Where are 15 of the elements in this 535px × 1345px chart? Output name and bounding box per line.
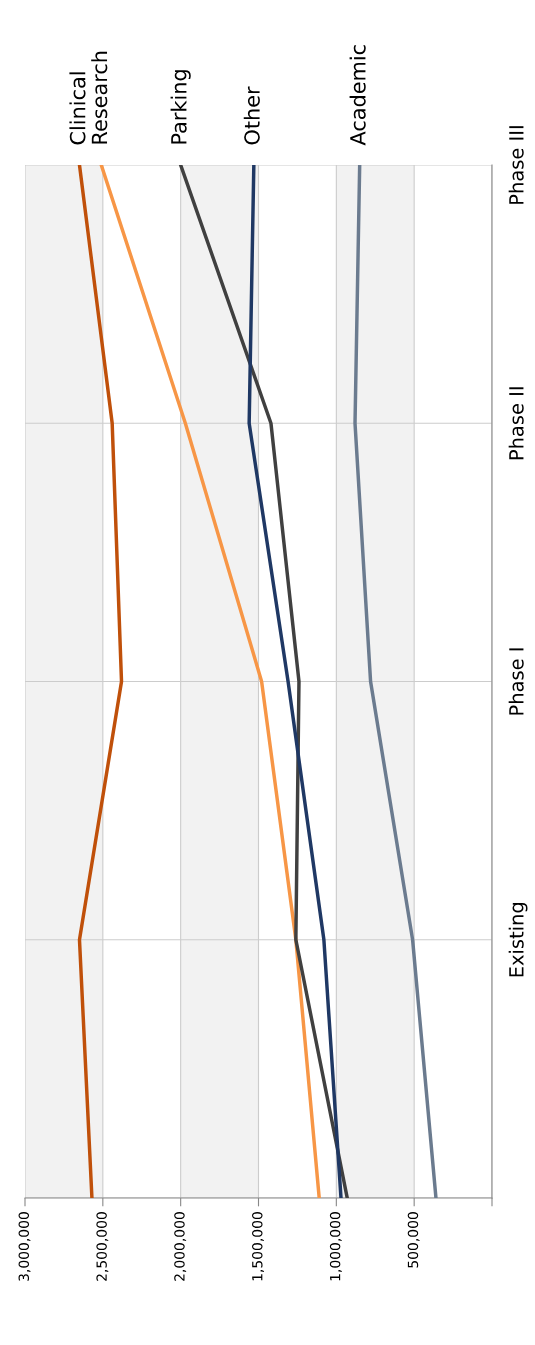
text: Parking — [170, 70, 191, 144]
x-tick-label: 2,000,000 — [174, 1212, 187, 1281]
x-tick-label: 2,500,000 — [96, 1212, 109, 1281]
text: Other — [243, 86, 260, 145]
text: Research — [91, 51, 108, 144]
y-tick-label: Existing — [508, 903, 528, 977]
text: Clinical — [69, 72, 86, 145]
x-tick-label: 3,000,000 — [18, 1212, 31, 1281]
y-tick-label: Phase II — [508, 387, 524, 460]
x-tick-label: 500,000 — [407, 1212, 420, 1268]
y-tick-label: Phase III — [508, 126, 524, 204]
y-tick-label: Phase I — [508, 648, 524, 715]
text: Academic — [349, 45, 366, 146]
x-tick-label: 1,000,000 — [329, 1212, 342, 1281]
x-tick-label: 1,500,000 — [252, 1212, 264, 1281]
